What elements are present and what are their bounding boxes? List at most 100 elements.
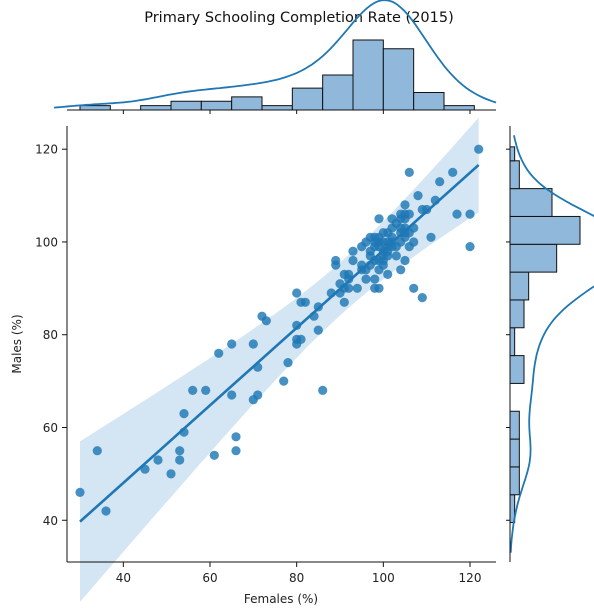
scatter-point [374, 283, 384, 293]
y-axis-label: Males (%) [10, 314, 24, 373]
scatter-point [435, 177, 445, 187]
scatter-point [339, 297, 349, 307]
scatter-point [179, 409, 189, 419]
y-tick-label: 80 [43, 328, 58, 342]
x-histogram-bar [261, 105, 293, 111]
scatter-point [404, 167, 414, 177]
scatter-point [378, 260, 388, 270]
y-histogram-bar [509, 146, 516, 162]
regression-line [79, 163, 480, 523]
scatter-point [344, 283, 354, 293]
scatter-point [292, 288, 302, 298]
scatter-point [313, 325, 323, 335]
y-histogram-bar [509, 215, 581, 245]
y-histogram-bar [509, 327, 516, 357]
x-histogram-bar [322, 74, 354, 111]
scatter-point [400, 200, 410, 210]
scatter-point [292, 320, 302, 330]
x-histogram-bar [443, 105, 475, 111]
scatter-point [409, 237, 419, 247]
chart-title: Primary Schooling Completion Rate (2015) [144, 10, 454, 26]
y-tick-label: 100 [35, 235, 58, 249]
scatter-point [227, 390, 237, 400]
scatter-point [370, 274, 380, 284]
y-histogram-bar [509, 466, 520, 496]
scatter-point [279, 376, 289, 386]
scatter-point [452, 209, 462, 219]
y-tick-label: 40 [43, 514, 58, 528]
x-tick-label: 80 [289, 571, 304, 585]
x-histogram-bar [231, 96, 263, 111]
x-histogram-bar [140, 105, 172, 111]
x-density-curve [53, 0, 497, 109]
scatter-point [396, 265, 406, 275]
x-histogram-bar [352, 39, 384, 111]
scatter-point [101, 506, 111, 516]
scatter-point [300, 297, 310, 307]
scatter-point [426, 232, 436, 242]
scatter-point [92, 446, 102, 456]
scatter-point [209, 450, 219, 460]
scatter-point [318, 385, 328, 395]
scatter-point [344, 274, 354, 284]
scatter-point [448, 167, 458, 177]
scatter-point [417, 293, 427, 303]
scatter-point [214, 348, 224, 358]
scatter-point [348, 246, 358, 256]
y-histogram-bar [509, 243, 558, 273]
y-density-curve [509, 135, 594, 553]
scatter-point [413, 191, 423, 201]
scatter-point [348, 255, 358, 266]
y-tick-label: 60 [43, 421, 58, 435]
scatter-point [409, 283, 419, 293]
x-histogram-bar [79, 105, 111, 111]
scatter-point [166, 469, 176, 479]
y-axis-ticks: 40 60 80 100 120 [35, 143, 67, 528]
x-axis-label: Females (%) [244, 592, 318, 606]
x-tick-label: 60 [202, 571, 217, 585]
scatter-point [75, 487, 85, 497]
scatter-point [231, 446, 241, 456]
confidence-band [80, 117, 479, 602]
y-histogram-bar [509, 410, 520, 440]
scatter-point [188, 385, 198, 395]
scatter-point [283, 358, 293, 368]
y-histogram-bar [509, 271, 530, 301]
x-axis-ticks: 40 60 80 100 120 [116, 562, 481, 585]
y-histogram-bar [509, 438, 520, 468]
scatter-point [296, 334, 306, 344]
scatter-point [374, 214, 384, 224]
scatter-point [391, 251, 401, 261]
scatter-point [404, 209, 414, 219]
scatter-point [227, 339, 237, 349]
scatter-point [201, 385, 211, 395]
scatter-point [465, 209, 475, 219]
scatter-point [231, 432, 241, 442]
x-histogram-bar [170, 100, 202, 111]
x-tick-label: 40 [116, 571, 131, 585]
scatter-point [361, 274, 371, 284]
x-histogram-bar [382, 48, 415, 111]
scatter-point [400, 255, 410, 266]
right-marginal-histogram [506, 135, 594, 553]
x-histogram-bar [291, 87, 324, 111]
scatter-point [474, 144, 484, 154]
scatter-point [352, 283, 362, 293]
y-histogram-bar [509, 188, 553, 217]
scatter-point [331, 260, 341, 270]
y-histogram-bar [509, 355, 525, 384]
scatter-point [465, 242, 475, 252]
scatter-point [261, 316, 271, 326]
y-histogram-bar [509, 299, 525, 329]
x-tick-label: 100 [372, 571, 395, 585]
scatter-point [248, 339, 258, 349]
y-histogram-bar [509, 160, 520, 190]
scatter-point [153, 455, 163, 465]
x-histogram-bar [413, 92, 445, 111]
scatter-point [175, 446, 185, 456]
x-histogram-bar [200, 100, 233, 111]
scatter-point [383, 269, 393, 279]
scatter-point [253, 390, 263, 400]
y-tick-label: 120 [35, 143, 58, 157]
